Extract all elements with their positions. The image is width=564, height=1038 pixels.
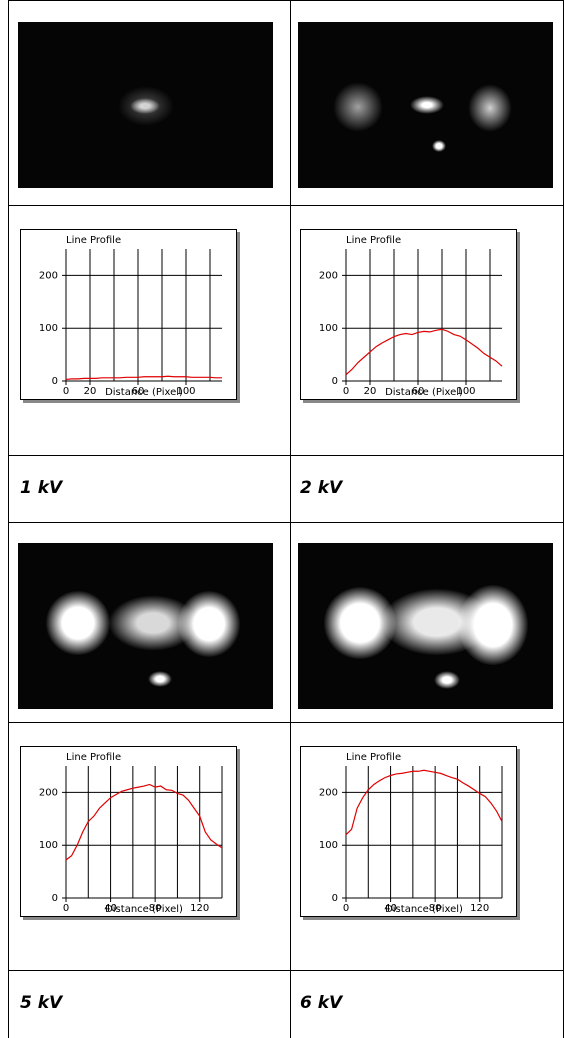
y-tick-label: 0 (52, 893, 58, 904)
chart-frame (20, 746, 237, 917)
x-tick-label: 20 (364, 386, 377, 397)
table-border (8, 455, 564, 456)
caption: 6 kV (300, 993, 343, 1013)
table-border (290, 0, 291, 1038)
caption: 5 kV (20, 993, 63, 1013)
table-border (8, 205, 564, 206)
y-tick-label: 200 (39, 787, 58, 798)
profile-line (65, 375, 222, 381)
table-border (8, 0, 9, 1038)
chart-frame (300, 746, 517, 917)
chart-title: Line Profile (66, 752, 121, 763)
line-profile-chart: Line Profile Distance (Pixel) 0 100 200 0 40 80… (300, 746, 520, 920)
x-tick-label: 80 (149, 903, 162, 914)
table-border (8, 722, 564, 723)
x-axis-label: Distance (Pixel) (105, 904, 183, 915)
table-border (8, 0, 564, 1)
beam-image (18, 22, 273, 188)
profile-line (345, 328, 503, 376)
chart-title: Line Profile (346, 235, 401, 246)
y-tick-label: 200 (39, 270, 58, 281)
x-axis-label: Distance (Pixel) (105, 387, 183, 398)
y-tick-label: 100 (319, 840, 338, 851)
x-tick-label: 0 (343, 903, 349, 914)
x-tick-label: 60 (412, 386, 425, 397)
x-axis-label: Distance (Pixel) (385, 904, 463, 915)
x-tick-label: 120 (470, 903, 489, 914)
x-tick-label: 20 (84, 386, 97, 397)
y-tick-label: 200 (319, 787, 338, 798)
beam-image (298, 22, 553, 188)
beam-image (298, 543, 553, 709)
y-tick-label: 0 (52, 376, 58, 387)
x-tick-label: 40 (384, 903, 397, 914)
y-tick-label: 0 (332, 893, 338, 904)
x-tick-label: 100 (176, 386, 195, 397)
y-tick-label: 100 (39, 840, 58, 851)
x-tick-label: 60 (132, 386, 145, 397)
profile-line (345, 769, 503, 836)
beam-image (18, 543, 273, 709)
y-tick-label: 200 (319, 270, 338, 281)
x-tick-label: 80 (429, 903, 442, 914)
chart-title: Line Profile (346, 752, 401, 763)
chart-title: Line Profile (66, 235, 121, 246)
line-profile-chart: Line Profile Distance (Pixel) 0 100 200 0 20 60… (300, 229, 520, 403)
chart-frame (20, 229, 237, 400)
y-tick-label: 0 (332, 376, 338, 387)
table-border (8, 970, 564, 971)
x-tick-label: 100 (456, 386, 475, 397)
x-tick-label: 0 (63, 903, 69, 914)
table-border (8, 522, 564, 523)
y-tick-label: 100 (39, 323, 58, 334)
x-axis-label: Distance (Pixel) (385, 387, 463, 398)
x-tick-label: 0 (343, 386, 349, 397)
x-tick-label: 40 (104, 903, 117, 914)
caption: 2 kV (300, 478, 343, 498)
x-tick-label: 120 (190, 903, 209, 914)
line-profile-chart: Line Profile Distance (Pixel) 0 100 200 0 20 60… (20, 229, 240, 403)
line-profile-chart: Line Profile Distance (Pixel) 0 100 200 0 40 80… (20, 746, 240, 920)
y-tick-label: 100 (319, 323, 338, 334)
x-tick-label: 0 (63, 386, 69, 397)
caption: 1 kV (20, 478, 63, 498)
chart-frame (300, 229, 517, 400)
profile-line (65, 783, 223, 861)
